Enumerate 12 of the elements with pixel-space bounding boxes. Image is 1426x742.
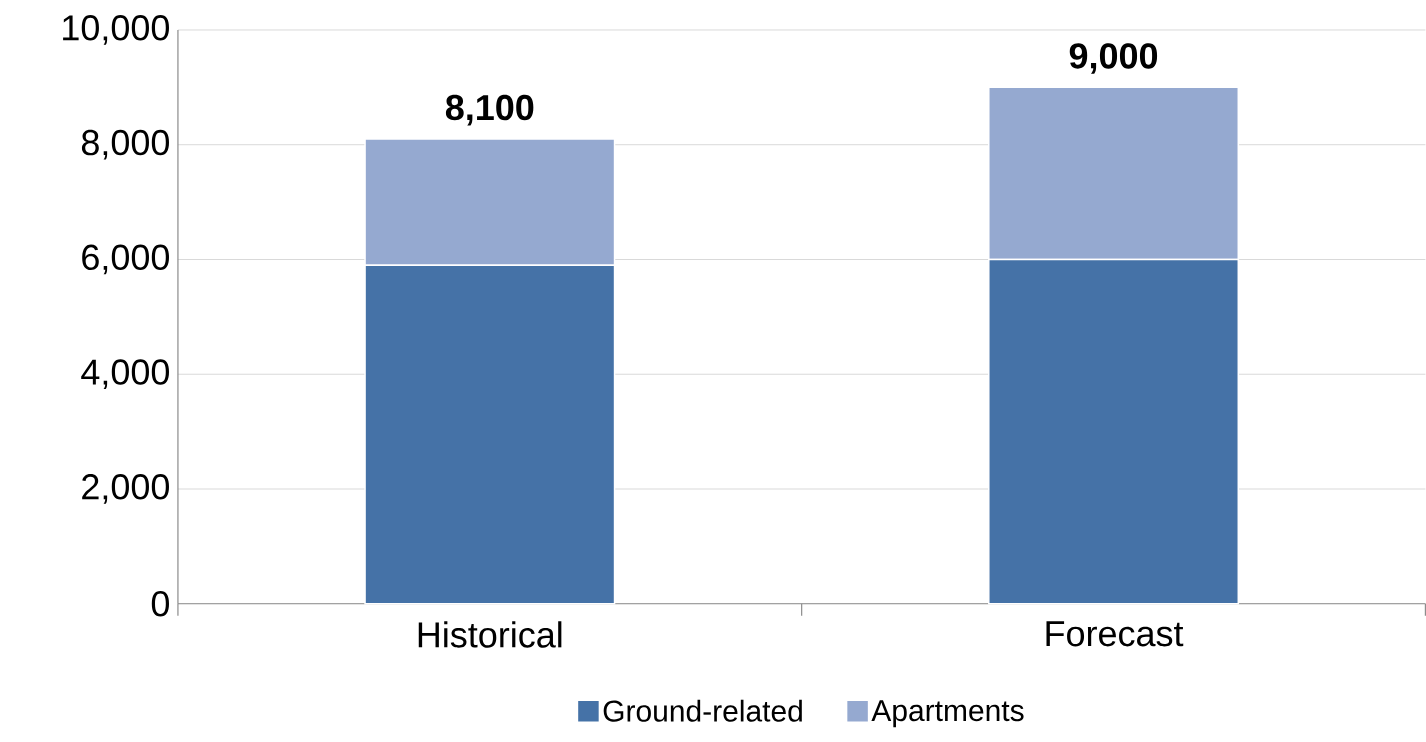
total-label: 8,100 — [445, 94, 534, 126]
y-tick-label: 10,000 — [63, 15, 169, 46]
y-tick-label: 0 — [151, 591, 170, 617]
y-tick-label: 8,000 — [81, 130, 169, 160]
legend-label: Apartments — [871, 700, 1024, 728]
x-tick-label: Historical — [418, 621, 562, 648]
y-tick-label: 6,000 — [82, 244, 169, 275]
y-tick-label: 4,000 — [81, 359, 169, 390]
x-tick-label: Forecast — [1046, 621, 1184, 647]
y-tick-label: 2,000 — [82, 474, 169, 505]
legend-label: Ground-related — [603, 699, 802, 722]
total-label: 9,000 — [1069, 43, 1158, 75]
